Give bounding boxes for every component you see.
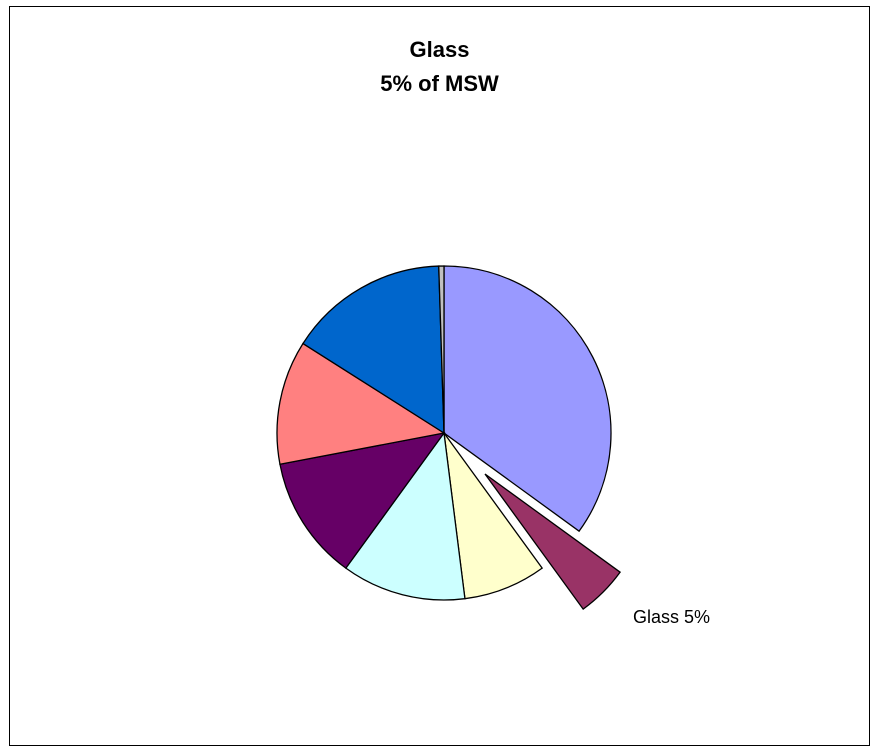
pie-slice-3	[344, 431, 466, 601]
pie-slice-1	[484, 473, 622, 611]
pie-labels: Glass 5%	[633, 607, 710, 627]
chart-title-line: Glass	[409, 37, 470, 62]
pie-slice-0	[443, 265, 612, 533]
slice-label-1: Glass 5%	[633, 607, 710, 627]
pie-slice-5	[276, 342, 446, 466]
chart-subtitle-line: 5% of MSW	[380, 71, 499, 96]
pie-slices	[276, 265, 622, 611]
pie-slice-7	[438, 265, 445, 434]
pie-slice-6	[302, 265, 445, 435]
pie-slice-4	[279, 432, 446, 570]
chart-title: Glass 5% of MSW	[9, 33, 870, 101]
